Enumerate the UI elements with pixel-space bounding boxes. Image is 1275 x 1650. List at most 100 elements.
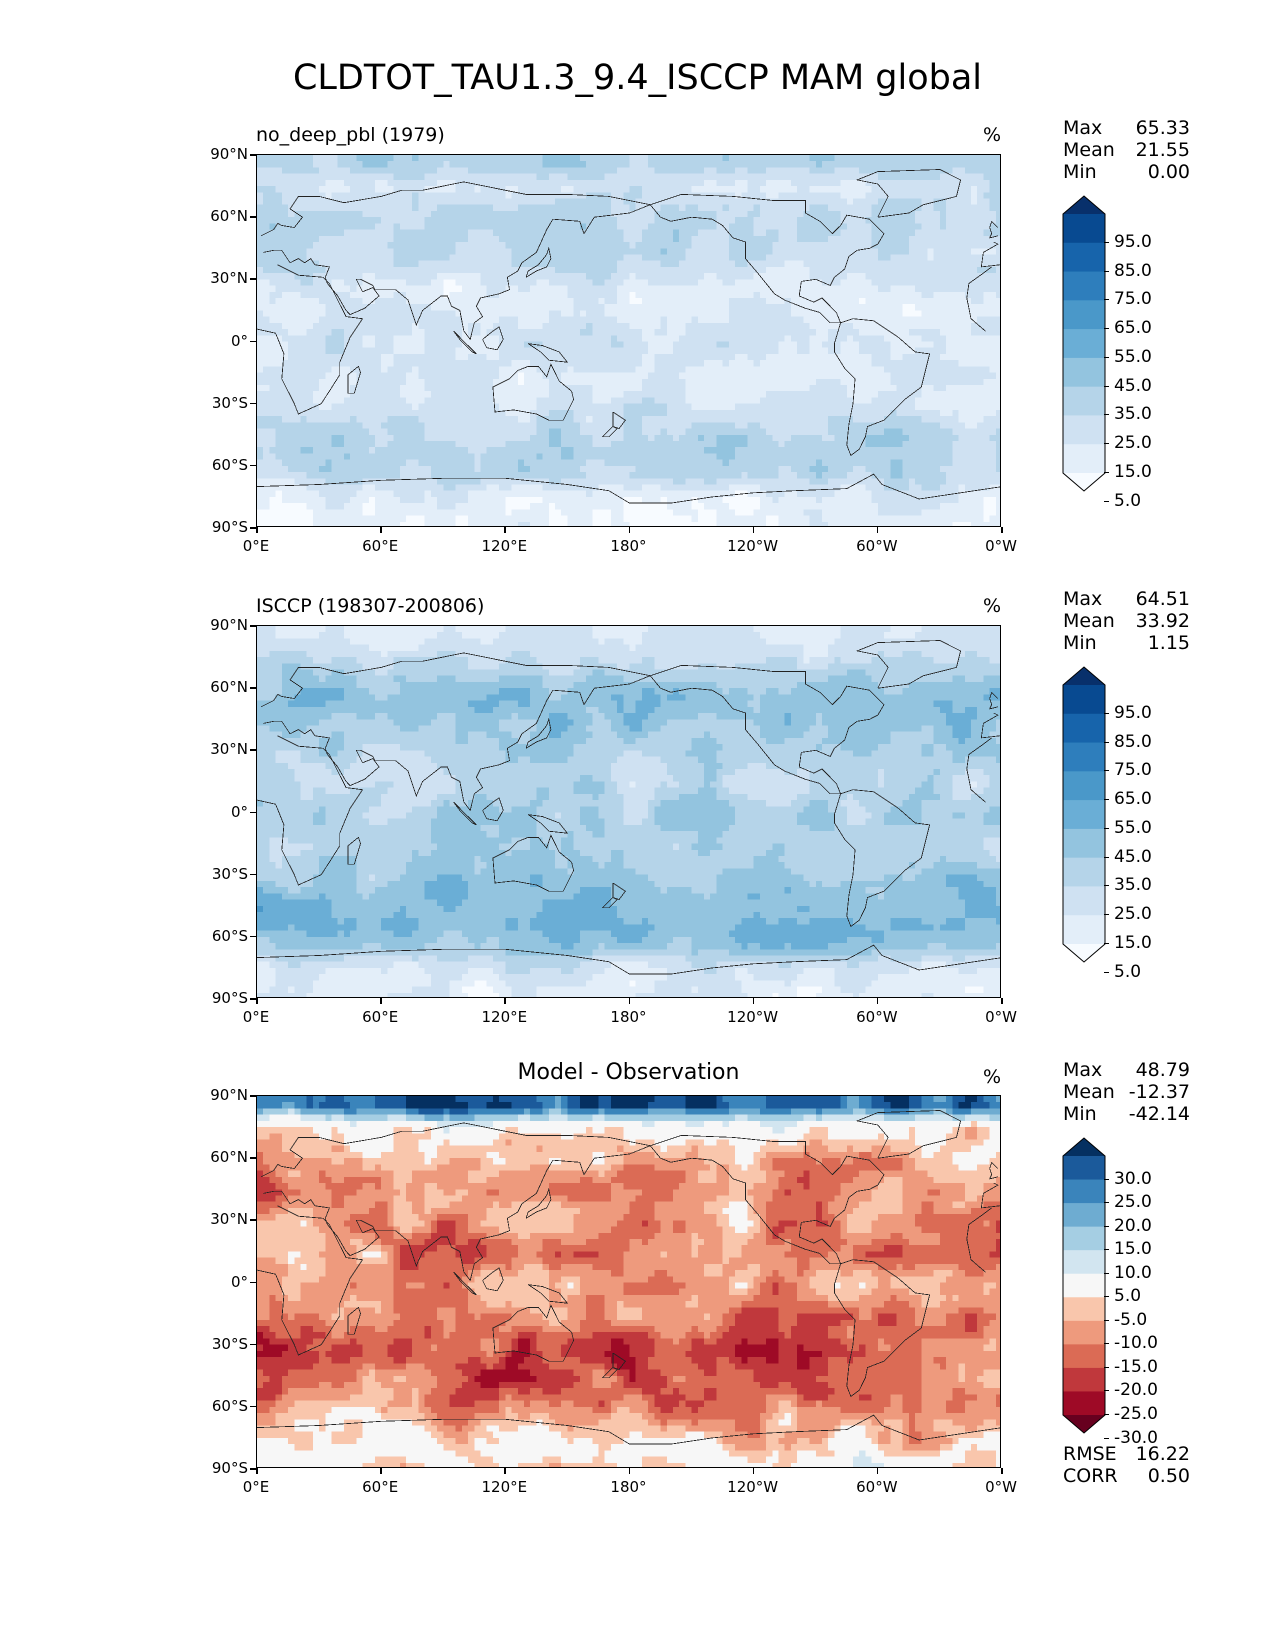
heatmap-cell [610,273,618,280]
heatmap-cell [592,210,600,218]
heatmap-cell [735,403,742,411]
heatmap-cell [312,217,320,224]
heatmap-cell [579,409,587,417]
heatmap-cell [567,403,575,411]
heatmap-cell [995,173,1000,181]
heatmap-cell [890,173,898,181]
heatmap-cell [437,254,444,262]
heatmap-cell [536,229,544,237]
heatmap-cell [480,397,488,405]
heatmap-cell [859,242,867,249]
heatmap-cell [542,329,550,336]
heatmap-cell [648,161,655,169]
heatmap-cell [679,372,686,380]
heatmap-cell [704,347,711,355]
heatmap-cell [747,378,755,386]
heatmap-cell [555,279,562,287]
heatmap-cell [735,260,742,268]
heatmap-cell [412,291,420,299]
heatmap-cell [983,229,991,237]
heatmap-cell [263,385,271,392]
heatmap-cell [958,291,966,299]
heatmap-cell [747,385,755,392]
heatmap-cell [983,304,991,312]
heatmap-cell [437,235,444,243]
heatmap-cell [915,316,922,324]
heatmap-cell [461,192,469,200]
heatmap-cell [853,248,860,256]
heatmap-cell [275,385,283,392]
heatmap-cell [374,186,382,193]
heatmap-cell [641,273,649,280]
heatmap-cell [474,360,482,367]
heatmap-cell [964,335,972,343]
heatmap-cell [275,285,283,293]
heatmap-cell [517,304,525,312]
heatmap-cell [548,161,556,169]
heatmap-cell [368,242,376,249]
heatmap-cell [964,223,972,231]
heatmap-cell [964,279,972,287]
heatmap-cell [598,409,606,417]
heatmap-cell [902,217,910,224]
heatmap-cell [933,335,941,343]
heatmap-cell [257,210,264,218]
heatmap-cell [579,329,587,336]
heatmap-cell [468,310,475,318]
heatmap-cell [430,242,438,249]
heatmap-cell [418,329,426,336]
heatmap-cell [977,161,984,169]
heatmap-cell [424,335,432,343]
heatmap-cell [312,335,320,343]
heatmap-cell [921,210,929,218]
heatmap-cell [927,304,935,312]
heatmap-cell [623,279,631,287]
heatmap-cell [424,378,432,386]
heatmap-cell [418,161,426,169]
heatmap-cell [511,335,519,343]
heatmap-cell [437,242,444,249]
heatmap-cell [492,161,500,169]
heatmap-cell [853,310,860,318]
heatmap-cell [281,248,289,256]
heatmap-cell [908,266,916,274]
heatmap-cell [735,360,742,367]
heatmap-cell [915,385,922,392]
heatmap-cell [908,248,916,256]
heatmap-cell [418,155,426,162]
heatmap-cell [871,378,879,386]
heatmap-cell [449,235,457,243]
heatmap-cell [412,229,420,237]
heatmap-cell [809,260,817,268]
heatmap-cell [393,210,401,218]
heatmap-cell [939,254,947,262]
heatmap-cell [325,204,333,212]
heatmap-cell [654,279,662,287]
heatmap-cell [455,248,463,256]
heatmap-cell [815,273,823,280]
heatmap-cell [406,266,413,274]
heatmap-cell [325,329,333,336]
heatmap-cell [834,167,842,175]
heatmap-cell [530,198,537,206]
heatmap-cell [766,204,773,212]
heatmap-cell [803,254,811,262]
heatmap-cell [505,192,513,200]
heatmap-cell [412,155,420,162]
heatmap-cell [269,385,277,392]
heatmap-cell [778,310,786,318]
heatmap-cell [312,304,320,312]
heatmap-cell [511,167,519,175]
heatmap-cell [387,291,395,299]
heatmap-cell [741,210,749,218]
heatmap-cell [579,173,587,181]
heatmap-cell [704,391,711,399]
heatmap-cell [325,155,333,162]
heatmap-cell [753,347,761,355]
heatmap-cell [809,316,817,324]
heatmap-cell [555,366,562,374]
heatmap-cell [821,403,829,411]
heatmap-cell [977,341,984,349]
heatmap-cell [710,248,718,256]
heatmap-cell [896,179,904,187]
